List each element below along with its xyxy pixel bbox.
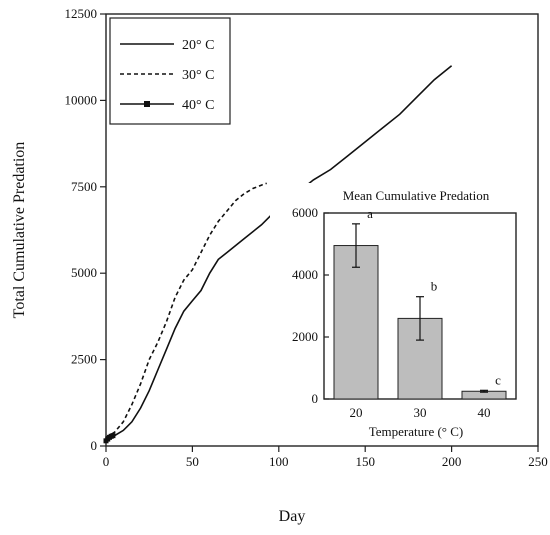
x-tick-label: 50 [186, 454, 199, 469]
legend-label-2: 40° C [182, 98, 214, 113]
inset-y-tick-label: 0 [312, 391, 319, 406]
plot-frame [105, 13, 539, 447]
inset-x-axis-title: Temperature (° C) [369, 424, 464, 439]
inset-y-tick-label: 2000 [292, 329, 318, 344]
inset-significance-label: c [495, 372, 501, 387]
inset-chart: Mean Cumulative Predation 0 2000 4000 6000 a 2… [270, 183, 528, 445]
legend-label-0: 20° C [182, 38, 214, 53]
inset-background [270, 183, 528, 445]
inset-y-tick-label: 4000 [292, 267, 318, 282]
y-tick-label: 5000 [71, 265, 97, 280]
inset-significance-label: a [367, 206, 373, 221]
inset-significance-label: b [431, 279, 438, 294]
inset-x-tick-label: 40 [478, 405, 491, 420]
inset-x-tick-label: 20 [350, 405, 363, 420]
x-axis-title: Day [279, 508, 306, 525]
y-tick-label: 0 [91, 438, 98, 453]
legend-label-1: 30° C [182, 68, 214, 83]
series-point [110, 433, 116, 439]
x-tick-label: 150 [355, 454, 375, 469]
legend-box [109, 17, 231, 125]
inset-title: Mean Cumulative Predation [343, 188, 490, 203]
x-tick-label: 0 [103, 454, 110, 469]
inset-bar [333, 245, 379, 400]
legend-marker [144, 101, 150, 107]
y-tick-label: 12500 [65, 6, 98, 21]
x-tick-label: 100 [269, 454, 289, 469]
series-line-0 [105, 65, 453, 440]
y-tick-label: 2500 [71, 352, 97, 367]
y-axis-title: Total Cumulative Predation [11, 142, 28, 319]
inset-x-tick-label: 30 [414, 405, 427, 420]
inset-bar [397, 317, 443, 400]
inset-y-tick-label: 6000 [292, 205, 318, 220]
y-tick-label: 7500 [71, 179, 97, 194]
legend: 20° C 30° C 40° C [109, 17, 231, 125]
x-tick-label: 250 [528, 454, 548, 469]
y-tick-label: 10000 [65, 92, 98, 107]
series-line-1 [105, 182, 267, 439]
x-tick-label: 200 [442, 454, 462, 469]
